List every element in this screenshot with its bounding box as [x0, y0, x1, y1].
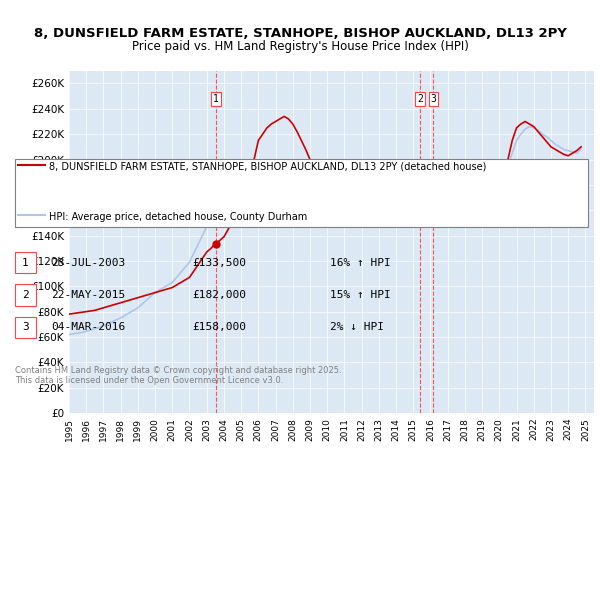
- Text: 23-JUL-2003: 23-JUL-2003: [51, 258, 125, 267]
- Text: £158,000: £158,000: [192, 323, 246, 332]
- Text: 04-MAR-2016: 04-MAR-2016: [51, 323, 125, 332]
- Text: 8, DUNSFIELD FARM ESTATE, STANHOPE, BISHOP AUCKLAND, DL13 2PY (detached house): 8, DUNSFIELD FARM ESTATE, STANHOPE, BISH…: [49, 162, 487, 171]
- Text: £133,500: £133,500: [192, 258, 246, 267]
- Text: Price paid vs. HM Land Registry's House Price Index (HPI): Price paid vs. HM Land Registry's House …: [131, 40, 469, 53]
- Text: 2: 2: [22, 290, 29, 300]
- Text: £182,000: £182,000: [192, 290, 246, 300]
- Text: 1: 1: [22, 258, 29, 267]
- Text: 8, DUNSFIELD FARM ESTATE, STANHOPE, BISHOP AUCKLAND, DL13 2PY: 8, DUNSFIELD FARM ESTATE, STANHOPE, BISH…: [34, 27, 566, 40]
- Text: 2% ↓ HPI: 2% ↓ HPI: [330, 323, 384, 332]
- Text: 15% ↑ HPI: 15% ↑ HPI: [330, 290, 391, 300]
- Text: HPI: Average price, detached house, County Durham: HPI: Average price, detached house, Coun…: [49, 212, 307, 221]
- Text: 16% ↑ HPI: 16% ↑ HPI: [330, 258, 391, 267]
- Text: 2: 2: [417, 94, 423, 104]
- Text: 1: 1: [213, 94, 219, 104]
- Text: 22-MAY-2015: 22-MAY-2015: [51, 290, 125, 300]
- Text: 3: 3: [22, 323, 29, 332]
- Text: Contains HM Land Registry data © Crown copyright and database right 2025.
This d: Contains HM Land Registry data © Crown c…: [15, 366, 341, 385]
- Text: 3: 3: [430, 94, 436, 104]
